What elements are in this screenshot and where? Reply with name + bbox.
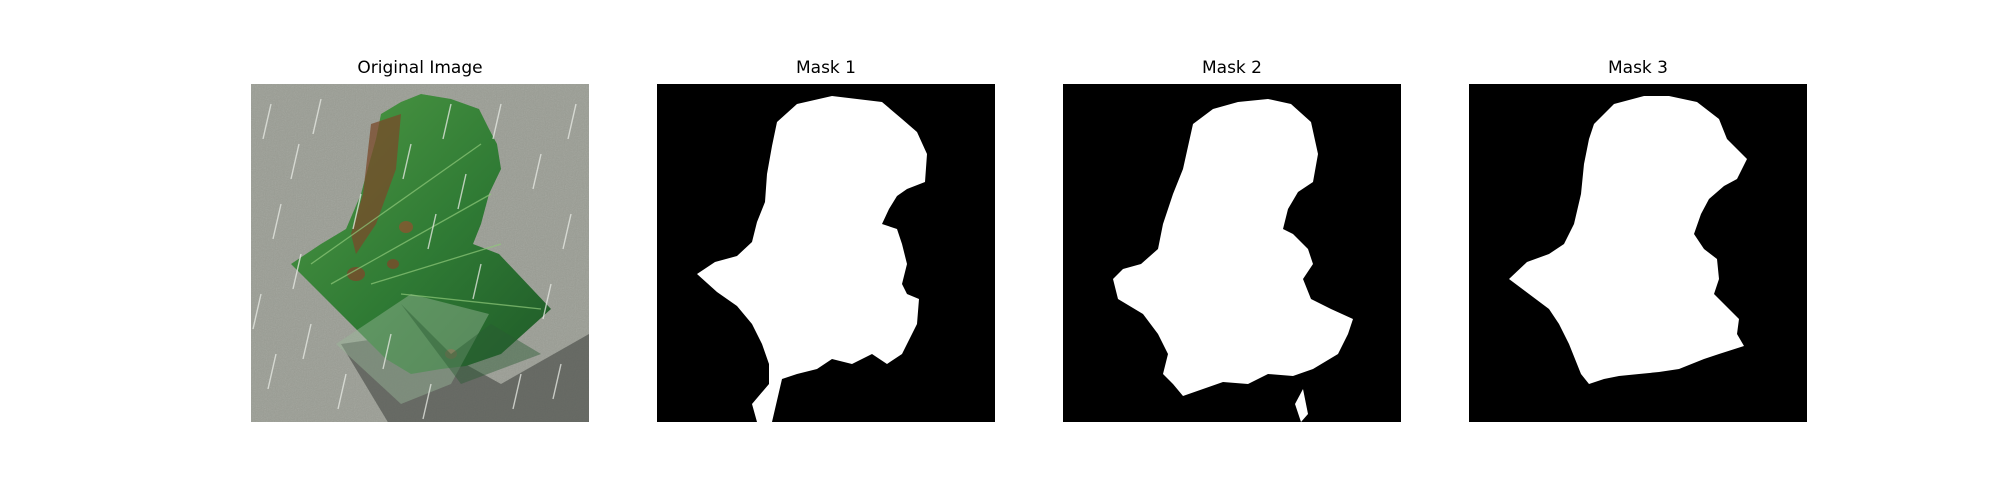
mask-foreground [697,96,927,422]
mask-2-image [1063,84,1401,422]
mask-3-canvas [1469,84,1807,422]
mask-foreground [1509,96,1747,384]
panel-title: Original Image [357,58,483,78]
mask-1-canvas [657,84,995,422]
original-image-canvas [251,84,589,422]
panel-mask-1: Mask 1 [657,0,995,500]
mask-1-image [657,84,995,422]
panel-title: Mask 3 [1607,58,1668,78]
panel-mask-2: Mask 2 [1063,0,1401,500]
leaf-disease [351,114,401,254]
mask-foreground [1113,99,1353,396]
panel-mask-3: Mask 3 [1469,0,1807,500]
rain-streaks [252,98,577,420]
original-image [251,84,589,422]
panel-title: Mask 2 [1201,58,1262,78]
mask-3-image [1469,84,1807,422]
panel-title: Mask 1 [795,58,856,78]
panel-original-image: Original Image [251,0,589,500]
mask-2-canvas [1063,84,1401,422]
